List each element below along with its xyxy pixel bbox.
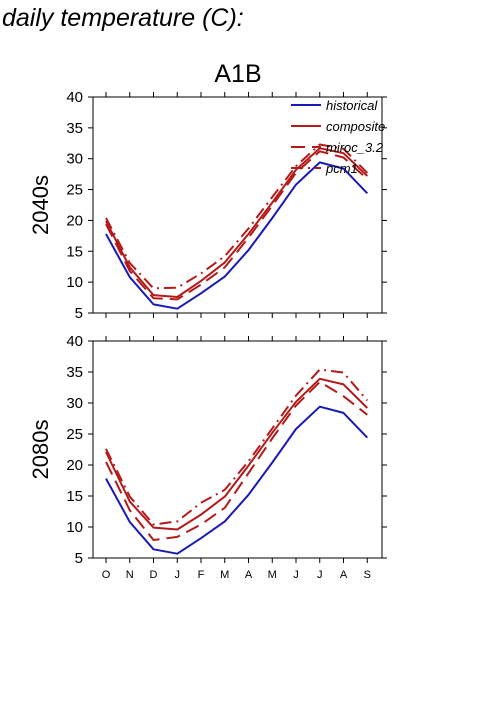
row-label: 2040s (28, 175, 53, 235)
y-tick-label: 5 (75, 550, 83, 567)
x-tick-label: N (126, 569, 134, 581)
legend: historical composite miroc_3.2 pcm1 (291, 98, 385, 176)
series-line-pcm1 (105, 143, 369, 290)
y-tick-label: 20 (66, 212, 83, 229)
y-tick-label: 25 (66, 426, 83, 443)
x-tick-label: S (364, 569, 371, 581)
legend-label: pcm1 (325, 161, 358, 176)
series-line-miroc-3-2 (105, 380, 368, 541)
plot-frame (92, 340, 383, 559)
x-tick-label: J (317, 569, 323, 581)
series-line-miroc-3-2 (105, 150, 368, 301)
x-tick-label: J (175, 569, 181, 581)
row-label: 2080s (28, 420, 53, 480)
y-tick-label: 30 (66, 151, 83, 168)
series-line-composite (105, 377, 369, 531)
x-tick-label: O (102, 569, 111, 581)
chart-panel-2040s: 5 10 15 20 25 30 35 40 2040s historical composite m… (28, 89, 387, 322)
series-line-historical (105, 405, 369, 555)
y-tick-label: 30 (66, 395, 83, 412)
page-title: daily temperature (C): (2, 4, 244, 32)
y-tick-label: 25 (66, 182, 83, 199)
x-tick-label: D (150, 569, 158, 581)
y-tick-label: 40 (66, 89, 83, 106)
series-line-composite (105, 147, 368, 298)
series-line-pcm1 (105, 368, 369, 526)
x-tick-label: A (245, 569, 253, 581)
x-tick-label: F (198, 569, 205, 581)
y-tick-label: 15 (66, 488, 83, 505)
chart-panel-2080s: 5 10 15 20 25 30 35 40 O N D J F M A M J J A S 2080s (28, 333, 387, 581)
legend-label: historical (326, 98, 378, 113)
y-tick-label: 5 (75, 305, 83, 322)
x-tick-label: A (340, 569, 348, 581)
y-tick-label: 10 (66, 519, 83, 536)
y-tick-label: 40 (66, 333, 83, 350)
y-tick-label: 35 (66, 364, 83, 381)
chart-title: A1B (214, 60, 261, 88)
x-tick-label: M (268, 569, 277, 581)
series-line-historical (105, 161, 369, 310)
x-tick-label: J (293, 569, 299, 581)
y-tick-label: 20 (66, 457, 83, 474)
plot-frame (92, 96, 383, 314)
x-tick-label: M (220, 569, 229, 581)
y-tick-label: 15 (66, 243, 83, 260)
y-tick-label: 10 (66, 274, 83, 291)
legend-label: miroc_3.2 (326, 140, 384, 155)
y-tick-label: 35 (66, 120, 83, 137)
legend-label: composite (326, 119, 385, 134)
